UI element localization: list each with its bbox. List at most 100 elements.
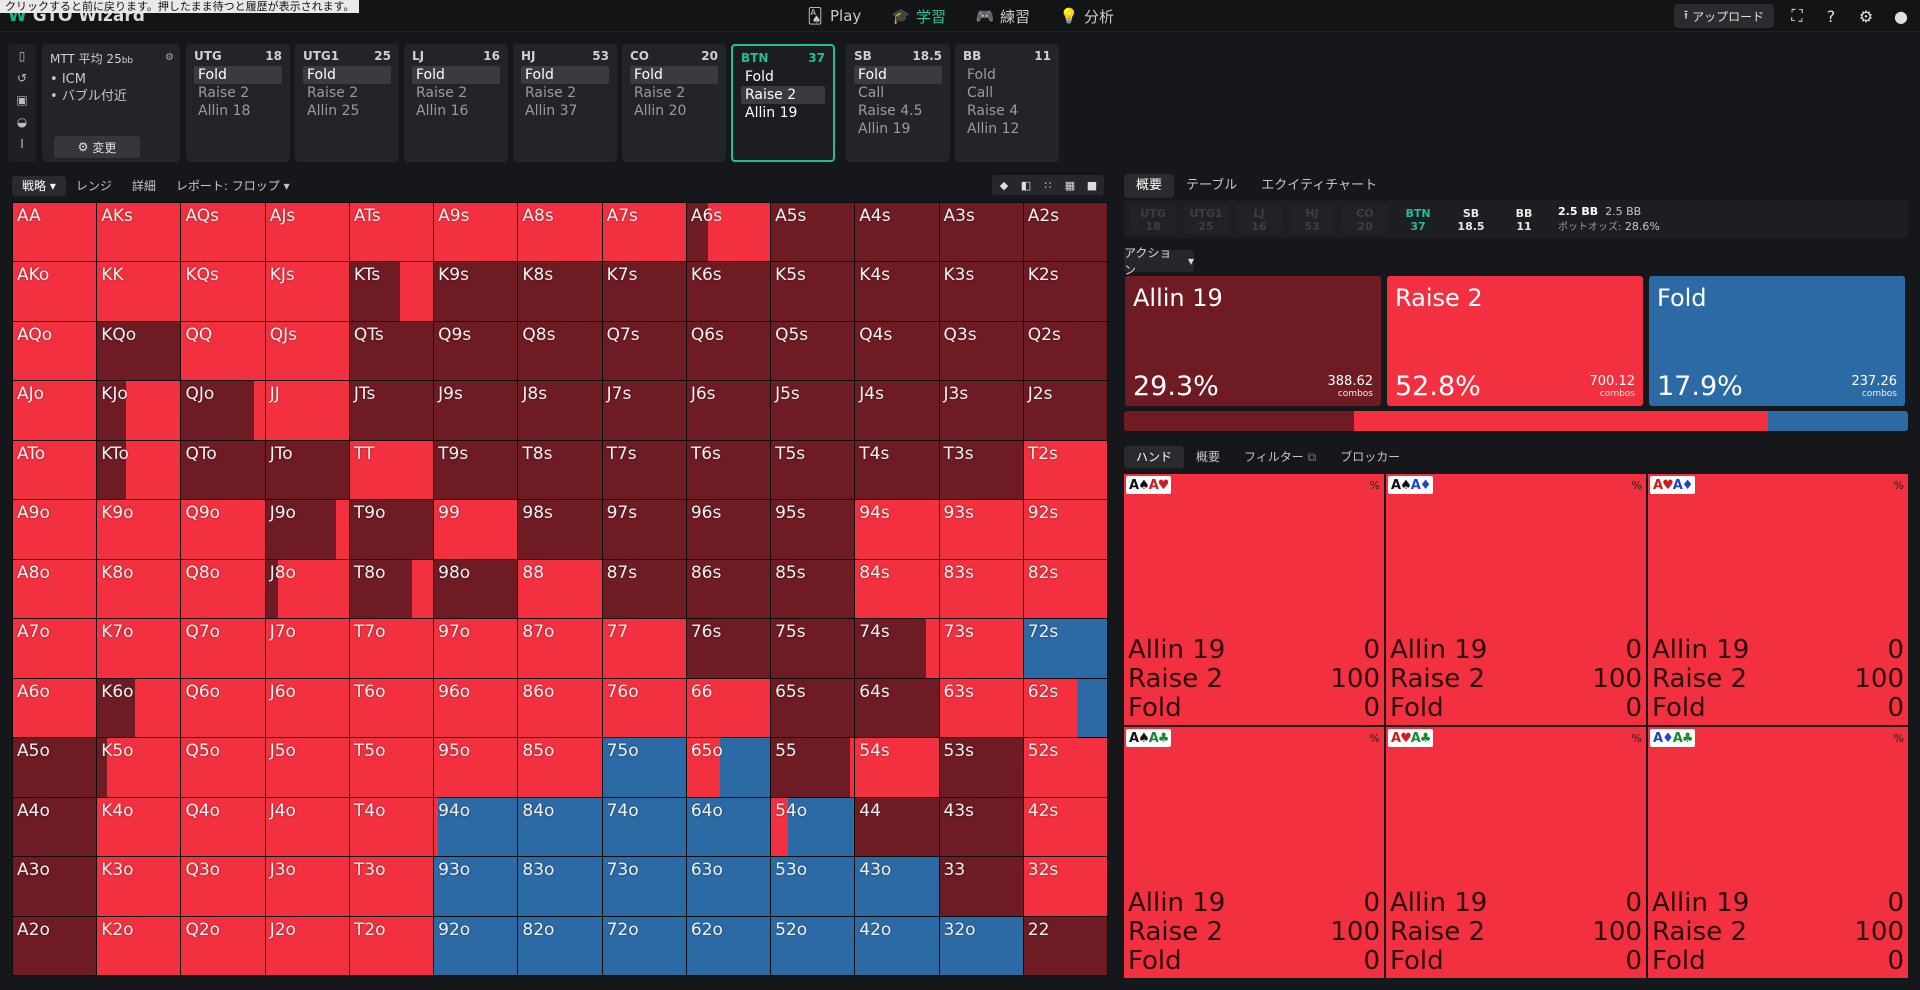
hand-cell-j3s[interactable]: J3s xyxy=(939,381,1023,440)
hand-cell-85s[interactable]: 85s xyxy=(771,559,855,619)
hand-cell-kk[interactable]: KK xyxy=(97,262,181,321)
position-action[interactable]: Raise 4 xyxy=(967,103,1019,119)
position-action[interactable]: Fold xyxy=(303,66,391,84)
hand-cell-33[interactable]: 33 xyxy=(939,857,1023,916)
hand-cell-53o[interactable]: 53o xyxy=(771,857,855,916)
hand-combo-cell[interactable]: A ♥ A ♣% Allin 19 0 Raise 2 100 Fold 0 xyxy=(1386,727,1646,978)
hand-cell-a6o[interactable]: A6o xyxy=(13,678,97,738)
hand-cell-q8s[interactable]: Q8s xyxy=(518,321,602,381)
hand-cell-83o[interactable]: 83o xyxy=(518,857,602,916)
hand-cell-q3s[interactable]: Q3s xyxy=(939,321,1023,381)
hand-cell-54s[interactable]: 54s xyxy=(855,738,939,797)
hand-cell-77[interactable]: 77 xyxy=(602,619,686,678)
hand-cell-42s[interactable]: 42s xyxy=(1023,797,1107,857)
reset-icon[interactable]: ↺ xyxy=(16,71,28,85)
hand-cell-83s[interactable]: 83s xyxy=(939,559,1023,619)
hand-combo-cell[interactable]: A ♠ A ♦% Allin 19 0 Raise 2 100 Fold 0 xyxy=(1386,474,1646,725)
save-icon[interactable]: ▣ xyxy=(16,93,28,107)
hand-cell-kjs[interactable]: KJs xyxy=(265,262,349,321)
screenshot-icon[interactable]: ⛶ xyxy=(1791,6,1803,25)
hand-cell-72o[interactable]: 72o xyxy=(602,916,686,975)
hand-cell-q5s[interactable]: Q5s xyxy=(771,321,855,381)
position-action[interactable]: Raise 2 xyxy=(634,85,686,101)
stack-chip-co[interactable]: CO 20 xyxy=(1342,204,1388,234)
hand-cell-73s[interactable]: 73s xyxy=(939,619,1023,678)
hand-cell-j2o[interactable]: J2o xyxy=(265,916,349,975)
hand-cell-82o[interactable]: 82o xyxy=(518,916,602,975)
hand-cell-86s[interactable]: 86s xyxy=(686,559,771,619)
tab-blocker[interactable]: ブロッカー xyxy=(1340,450,1401,464)
position-card-lj[interactable]: LJ 16 Fold Raise 2 Allin 16 xyxy=(404,44,508,162)
hand-cell-75s[interactable]: 75s xyxy=(771,619,855,678)
nav-play[interactable]: 🂡 Play xyxy=(806,0,861,32)
hand-cell-74o[interactable]: 74o xyxy=(602,797,686,857)
stack-chip-hj[interactable]: HJ 53 xyxy=(1289,204,1335,234)
hand-cell-k5s[interactable]: K5s xyxy=(771,262,855,321)
hand-cell-94s[interactable]: 94s xyxy=(855,500,939,559)
hand-cell-93s[interactable]: 93s xyxy=(939,500,1023,559)
hand-cell-k2o[interactable]: K2o xyxy=(97,916,181,975)
hand-cell-52o[interactable]: 52o xyxy=(771,916,855,975)
action-box-allin[interactable]: Allin 19 29.3% 388.62 combos xyxy=(1125,276,1381,406)
hand-cell-k6o[interactable]: K6o xyxy=(97,678,181,738)
hand-cell-64o[interactable]: 64o xyxy=(686,797,771,857)
hand-cell-95o[interactable]: 95o xyxy=(434,738,518,797)
hand-cell-j7s[interactable]: J7s xyxy=(602,381,686,440)
hand-cell-84s[interactable]: 84s xyxy=(855,559,939,619)
hand-cell-54o[interactable]: 54o xyxy=(771,797,855,857)
position-action[interactable]: Raise 2 xyxy=(416,85,468,101)
position-action[interactable]: Raise 2 xyxy=(525,85,577,101)
nav-study[interactable]: 🎓 学習 xyxy=(892,0,946,32)
hand-cell-t4s[interactable]: T4s xyxy=(855,440,939,500)
hand-cell-kqs[interactable]: KQs xyxy=(181,262,265,321)
hand-cell-a3s[interactable]: A3s xyxy=(939,203,1023,262)
gamepad-icon[interactable]: ◒ xyxy=(16,115,28,129)
stack-chip-utg[interactable]: UTG 18 xyxy=(1130,204,1176,234)
position-action[interactable]: Allin 25 xyxy=(307,103,360,119)
position-action[interactable]: Raise 2 xyxy=(741,86,825,104)
hand-cell-a6s[interactable]: A6s xyxy=(686,203,771,262)
hand-cell-t7o[interactable]: T7o xyxy=(349,619,434,678)
hand-cell-t4o[interactable]: T4o xyxy=(349,797,434,857)
hand-cell-j8s[interactable]: J8s xyxy=(518,381,602,440)
hand-cell-42o[interactable]: 42o xyxy=(855,916,939,975)
hand-cell-qto[interactable]: QTo xyxy=(181,440,265,500)
hand-cell-aqo[interactable]: AQo xyxy=(13,321,97,381)
hand-cell-j7o[interactable]: J7o xyxy=(265,619,349,678)
hand-cell-96o[interactable]: 96o xyxy=(434,678,518,738)
hand-cell-k7o[interactable]: K7o xyxy=(97,619,181,678)
stack-chip-btn[interactable]: BTN 37 xyxy=(1395,204,1441,234)
action-box-raise[interactable]: Raise 2 52.8% 700.12 combos xyxy=(1387,276,1643,406)
hand-cell-a2o[interactable]: A2o xyxy=(13,916,97,975)
hand-cell-86o[interactable]: 86o xyxy=(518,678,602,738)
hand-cell-a2s[interactable]: A2s xyxy=(1023,203,1107,262)
hand-cell-j9s[interactable]: J9s xyxy=(434,381,518,440)
hand-cell-52s[interactable]: 52s xyxy=(1023,738,1107,797)
hand-cell-82s[interactable]: 82s xyxy=(1023,559,1107,619)
hand-cell-98s[interactable]: 98s xyxy=(518,500,602,559)
hand-cell-66[interactable]: 66 xyxy=(686,678,771,738)
hand-cell-j4o[interactable]: J4o xyxy=(265,797,349,857)
position-card-bb[interactable]: BB 11 Fold Call Raise 4 Allin 12 xyxy=(955,44,1059,162)
stack-chip-sb[interactable]: SB 18.5 xyxy=(1448,204,1494,234)
position-action[interactable]: Allin 12 xyxy=(967,121,1020,137)
hand-cell-73o[interactable]: 73o xyxy=(602,857,686,916)
text-cursor-icon[interactable]: I xyxy=(20,137,24,151)
account-icon[interactable]: ● xyxy=(1894,6,1908,26)
stack-chip-lj[interactable]: LJ 16 xyxy=(1236,204,1282,234)
hand-cell-ajo[interactable]: AJo xyxy=(13,381,97,440)
hand-cell-t6o[interactable]: T6o xyxy=(349,678,434,738)
tab-strategy[interactable]: 戦略 ▾ xyxy=(12,176,66,196)
settings-icon[interactable]: ⚙ xyxy=(1858,6,1874,26)
nav-practice[interactable]: 🎮 練習 xyxy=(976,0,1030,32)
hand-cell-a9s[interactable]: A9s xyxy=(434,203,518,262)
hand-cell-97o[interactable]: 97o xyxy=(434,619,518,678)
hand-cell-q6s[interactable]: Q6s xyxy=(686,321,771,381)
hand-cell-aqs[interactable]: AQs xyxy=(181,203,265,262)
hand-cell-t8o[interactable]: T8o xyxy=(349,559,434,619)
hand-cell-72s[interactable]: 72s xyxy=(1023,619,1107,678)
view-small-grid-icon[interactable]: ∷ xyxy=(1044,178,1052,192)
hand-cell-k3o[interactable]: K3o xyxy=(97,857,181,916)
position-action[interactable]: Raise 2 xyxy=(198,85,250,101)
hand-cell-93o[interactable]: 93o xyxy=(434,857,518,916)
